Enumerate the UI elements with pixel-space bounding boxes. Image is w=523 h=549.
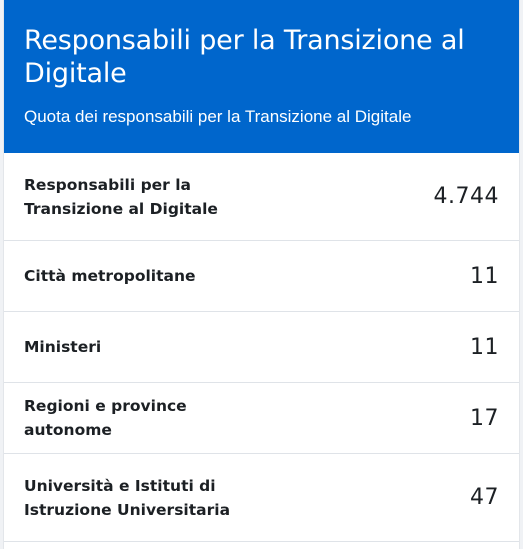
card-subtitle: Quota dei responsabili per la Transizion… (24, 107, 412, 126)
stats-list: Responsabili per la Transizione al Digit… (4, 153, 519, 542)
stat-label: Città metropolitane (24, 267, 196, 285)
stat-row-citta-metropolitane: Città metropolitane 11 (4, 241, 519, 312)
stat-row-universita: Università e Istituti di Istruzione Univ… (4, 454, 519, 542)
stat-value: 47 (470, 485, 499, 510)
card-header: Responsabili per la Transizione al Digit… (4, 0, 519, 153)
stat-value: 11 (470, 334, 499, 360)
stat-label: Università e Istituti di Istruzione Univ… (24, 476, 231, 519)
stat-value: 4.744 (433, 184, 499, 209)
stat-label: Ministeri (24, 338, 102, 356)
stat-label: Responsabili per la Transizione al Digit… (24, 175, 218, 218)
card-title: Responsabili per la Transizione al Digit… (24, 25, 465, 89)
stat-value: 11 (470, 263, 499, 289)
stat-row-ministeri: Ministeri 11 (4, 312, 519, 383)
rtd-stats-card: Responsabili per la Transizione al Digit… (3, 0, 520, 549)
stat-value: 17 (470, 405, 499, 431)
stat-row-regioni: Regioni e province autonome 17 (4, 383, 519, 454)
stat-label: Regioni e province autonome (24, 397, 187, 439)
stat-row-responsabili: Responsabili per la Transizione al Digit… (4, 153, 519, 241)
